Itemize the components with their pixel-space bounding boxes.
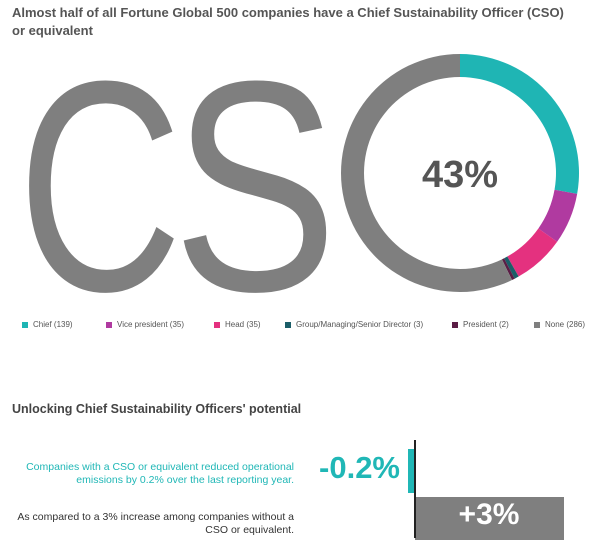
legend-swatch [285,321,291,328]
legend-swatch [214,321,220,328]
donut-slice-1 [538,189,578,242]
chart-title: Almost half of all Fortune Global 500 co… [12,5,564,38]
cso-donut-chart: CS 43% [18,18,579,320]
legend-item: Head (35) [214,320,261,329]
legend-item: None (286) [534,320,585,329]
bar-without-cso [415,497,564,540]
legend-swatch [22,321,28,328]
legend-swatch [106,321,112,328]
legend-label: Head (35) [225,320,261,329]
donut-slice-5 [341,54,513,292]
big-letter-s: S [173,18,338,320]
donut-slice-3 [504,256,519,279]
legend: Chief (139) Vice president (35) Head (35) G… [22,320,592,336]
row-label-with-cso: Companies with a CSO or equivalent reduc… [26,461,294,486]
legend-swatch [452,321,458,328]
donut-slice-4 [501,258,515,281]
legend-label: None (286) [545,320,586,329]
big-letter-c: C [18,18,183,320]
legend-label: President (2) [463,320,509,329]
legend-item: Chief (139) [22,320,73,329]
row-label-without-cso: As compared to a 3% increase among compa… [17,511,294,536]
donut-center-label: 43% [422,154,498,196]
legend-label: Vice president (35) [117,320,184,329]
value-label-without-cso: +3% [458,498,520,531]
value-label-with-cso: -0.2% [319,450,400,485]
donut-slice-2 [507,228,558,277]
bar-with-cso [408,449,415,493]
legend-item: President (2) [452,320,509,329]
legend-item: Group/Managing/Senior Director (3) [285,320,423,329]
legend-label: Chief (139) [33,320,73,329]
legend-label: Group/Managing/Senior Director (3) [296,320,424,329]
zero-axis-line [414,440,416,538]
section-title: Unlocking Chief Sustainability Officers'… [12,402,302,416]
legend-item: Vice president (35) [106,320,184,329]
legend-swatch [534,321,540,328]
donut-slice-0 [460,54,579,194]
